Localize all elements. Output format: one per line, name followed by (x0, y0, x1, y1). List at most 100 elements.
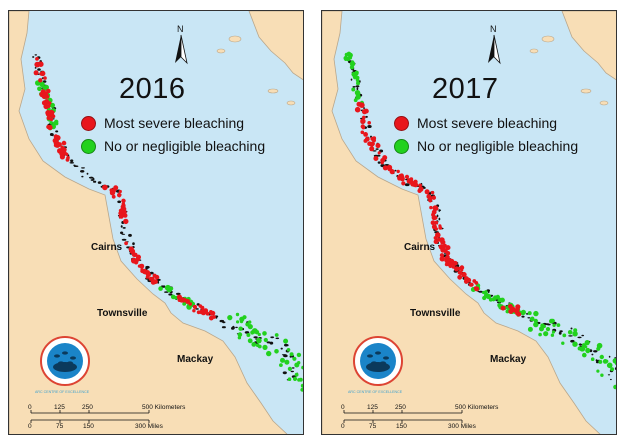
scale-bar (30, 410, 150, 423)
no-bleaching-reef-dot (602, 359, 608, 364)
reef-outline (32, 56, 35, 58)
legend-severe: Most severe bleaching (394, 115, 557, 131)
no-bleaching-reef-dot (165, 284, 171, 291)
reef-outline (122, 227, 126, 229)
severe-bleaching-reef-dot (102, 184, 108, 191)
severe-bleaching-reef-dot (440, 239, 445, 245)
severe-bleaching-reef-dot (210, 312, 214, 316)
no-bleaching-reef-dot (543, 331, 549, 337)
severe-bleaching-reef-dot (35, 57, 39, 61)
no-bleaching-reef-dot (344, 52, 349, 57)
severe-bleaching-reef-dot (139, 263, 145, 269)
reef-outline (88, 176, 94, 179)
logo-text: ARC CENTRE OF EXCELLENCE (35, 390, 90, 394)
reef-outline (232, 325, 235, 329)
reef-outline (280, 347, 283, 350)
no-bleaching-reef-dot (49, 121, 53, 125)
scale-mi-75: 75 (56, 423, 64, 430)
reef-outline (581, 334, 585, 337)
severe-bleaching-reef-dot (152, 273, 157, 278)
severe-bleaching-reef-dot (363, 138, 368, 143)
city-townsville: Townsville (410, 308, 461, 319)
no-bleaching-reef-dot (582, 352, 587, 358)
reef-outline (478, 290, 483, 293)
red-dot-icon (81, 115, 96, 131)
no-bleaching-reef-dot (606, 362, 613, 369)
severe-bleaching-reef-dot (445, 245, 451, 251)
year-label: 2017 (432, 73, 499, 105)
no-bleaching-reef-dot (263, 337, 268, 343)
severe-bleaching-reef-dot (354, 106, 361, 113)
no-bleaching-reef-dot (247, 338, 253, 344)
severe-bleaching-reef-dot (150, 279, 156, 285)
reef-outline (283, 354, 288, 358)
severe-bleaching-reef-dot (500, 305, 506, 311)
severe-bleaching-reef-dot (360, 118, 366, 124)
reef-outline (608, 355, 611, 358)
no-bleaching-reef-dot (610, 367, 615, 372)
reef-outline (438, 217, 441, 221)
no-bleaching-reef-dot (251, 342, 257, 347)
reef-outline (559, 330, 563, 333)
scale-km-125: 125 (54, 404, 65, 411)
no-bleaching-reef-dot (284, 359, 290, 365)
reef-outline (579, 343, 581, 346)
no-bleaching-reef-dot (294, 372, 299, 377)
mainland (9, 11, 288, 434)
no-bleaching-reef-dot (488, 297, 493, 302)
reef-outline (568, 335, 573, 337)
severe-bleaching-reef-dot (430, 190, 435, 195)
reef-outline (545, 323, 550, 326)
no-bleaching-reef-dot (580, 347, 585, 352)
no-bleaching-reef-dot (287, 377, 292, 382)
reef-outline (266, 341, 271, 344)
reef-outline (438, 209, 441, 212)
no-bleaching-reef-dot (349, 61, 356, 67)
severe-bleaching-reef-dot (36, 61, 41, 66)
severe-bleaching-reef-dot (515, 310, 521, 316)
severe-bleaching-reef-dot (373, 156, 379, 161)
reef-outline (235, 326, 238, 329)
no-bleaching-reef-dot (297, 361, 301, 365)
no-bleaching-reef-dot (540, 323, 545, 328)
no-bleaching-reef-dot (248, 320, 252, 324)
reef-outline (163, 285, 166, 288)
severe-bleaching-reef-dot (128, 246, 134, 252)
severe-bleaching-reef-dot (111, 188, 116, 194)
severe-bleaching-reef-dot (201, 308, 207, 315)
severe-bleaching-reef-dot (363, 132, 368, 137)
severe-bleaching-reef-dot (418, 186, 424, 192)
severe-bleaching-reef-dot (372, 136, 377, 141)
no-bleaching-reef-dot (274, 333, 279, 337)
no-bleaching-reef-dot (590, 357, 595, 362)
severe-bleaching-reef-dot (46, 88, 51, 94)
severe-bleaching-reef-dot (188, 302, 192, 306)
legend-none: No or negligible bleaching (394, 138, 578, 154)
north-label: N (490, 24, 497, 34)
reef-outline (284, 343, 288, 347)
severe-bleaching-reef-dot (401, 181, 406, 186)
map-panel-2016: N ARC CENTRE OF EXCELLENCE 2016 Most seve… (8, 10, 304, 435)
severe-bleaching-reef-dot (377, 151, 381, 155)
severe-bleaching-reef-dot (409, 177, 414, 182)
reef-outline (81, 175, 84, 178)
severe-bleaching-reef-dot (444, 257, 450, 264)
reef-outline (55, 130, 59, 133)
city-townsville: Townsville (97, 308, 148, 319)
severe-bleaching-reef-dot (40, 70, 46, 77)
reef-outline (34, 67, 37, 69)
severe-bleaching-reef-dot (430, 220, 436, 225)
severe-bleaching-reef-dot (192, 309, 196, 313)
island (286, 100, 296, 106)
city-cairns: Cairns (91, 242, 123, 253)
severe-bleaching-reef-dot (434, 220, 439, 225)
no-bleaching-reef-dot (567, 330, 573, 335)
reef-outline (120, 225, 123, 228)
no-bleaching-reef-dot (533, 321, 539, 328)
scale-mi-0: 0 (28, 423, 32, 430)
legend-none: No or negligible bleaching (81, 138, 265, 154)
no-bleaching-reef-dot (247, 324, 253, 330)
reef-outline (591, 353, 594, 356)
no-bleaching-reef-dot (551, 330, 556, 334)
severe-bleaching-reef-dot (124, 241, 128, 246)
